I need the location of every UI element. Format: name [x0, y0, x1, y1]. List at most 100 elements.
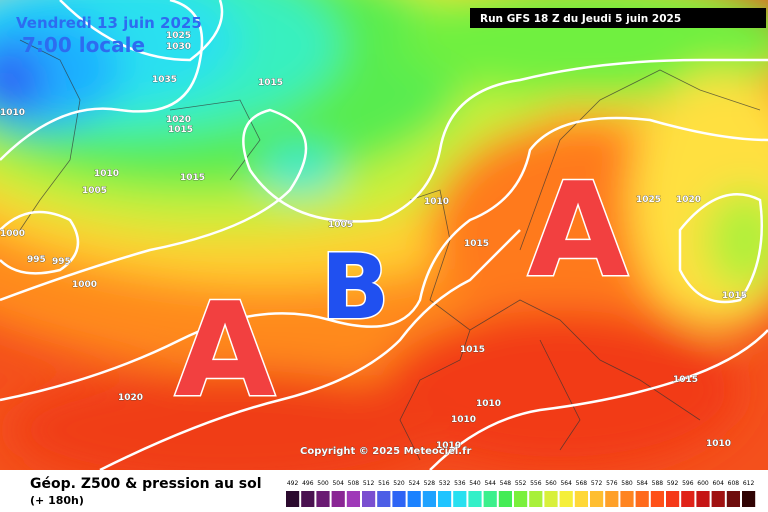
isobar-label: 1015 — [673, 375, 698, 385]
scale-label: 504 — [332, 480, 344, 487]
scale-swatch — [650, 491, 664, 507]
isobar-label: 1020 — [676, 195, 701, 205]
scale-label: 536 — [454, 480, 466, 487]
scale-label: 572 — [591, 480, 603, 487]
isobar-label: 1005 — [82, 186, 107, 196]
scale-label: 500 — [317, 480, 329, 487]
scale-swatch — [559, 491, 573, 507]
scale-label: 516 — [378, 480, 390, 487]
isobar-label: 1010 — [706, 439, 731, 449]
scale-label: 524 — [408, 480, 420, 487]
isobar-label: 1025 — [166, 31, 191, 41]
scale-swatch — [514, 491, 528, 507]
isobar-label: 1010 — [476, 399, 501, 409]
scale-label: 592 — [667, 480, 679, 487]
scale-label: 548 — [500, 480, 512, 487]
scale-swatch — [742, 491, 756, 507]
scale-label: 540 — [469, 480, 481, 487]
scale-label: 596 — [682, 480, 694, 487]
scale-label: 532 — [439, 480, 451, 487]
scale-label: 520 — [393, 480, 405, 487]
isobar-label: 1015 — [722, 291, 747, 301]
scale-swatch — [407, 491, 421, 507]
scale-label: 604 — [712, 480, 724, 487]
scale-label: 580 — [621, 480, 633, 487]
scale-label: 588 — [652, 480, 664, 487]
scale-label: 564 — [560, 480, 572, 487]
isobar-label: 1020 — [118, 393, 143, 403]
pressure-center: A — [528, 154, 629, 306]
scale-swatch — [544, 491, 558, 507]
isobar-label: 1015 — [168, 125, 193, 135]
scale-swatch — [666, 491, 680, 507]
legend-lead: (+ 180h) — [30, 494, 84, 507]
scale-label: 544 — [484, 480, 496, 487]
scale-swatch — [316, 491, 330, 507]
isobar-label: 995 — [52, 257, 71, 267]
isobar-label: 1015 — [180, 173, 205, 183]
scale-swatch — [331, 491, 345, 507]
scale-label: 576 — [606, 480, 618, 487]
scale-swatch — [681, 491, 695, 507]
isobar-label: 1010 — [0, 108, 25, 118]
scale-swatch — [346, 491, 360, 507]
isobar-label: 1020 — [166, 115, 191, 125]
scale-swatch — [635, 491, 649, 507]
scale-swatch — [605, 491, 619, 507]
scale-swatch — [498, 491, 512, 507]
isobar-label: 1010 — [436, 441, 461, 451]
scale-label: 512 — [363, 480, 375, 487]
isobar-label: 1000 — [72, 280, 97, 290]
valid-date: Vendredi 13 juin 2025 — [16, 14, 202, 32]
scale-label: 496 — [302, 480, 314, 487]
isobar-label: 1015 — [464, 239, 489, 249]
scale-label: 556 — [530, 480, 542, 487]
scale-swatch — [468, 491, 482, 507]
scale-label: 528 — [424, 480, 436, 487]
isobar-label: 1030 — [166, 42, 191, 52]
scale-swatch — [590, 491, 604, 507]
scale-swatch — [529, 491, 543, 507]
isobar-label: 1035 — [152, 75, 177, 85]
scale-label: 508 — [348, 480, 360, 487]
scale-swatch — [696, 491, 710, 507]
local-time: 7:00 locale — [22, 33, 145, 57]
isobar-label: 995 — [27, 255, 46, 265]
scale-swatch — [711, 491, 725, 507]
scale-swatch — [377, 491, 391, 507]
pressure-center: B — [321, 235, 390, 340]
isobar-label: 1010 — [94, 169, 119, 179]
scale-label: 600 — [697, 480, 709, 487]
scale-label: 612 — [743, 480, 755, 487]
isobar-label: 1015 — [258, 78, 283, 88]
scale-swatch — [301, 491, 315, 507]
scale-label: 568 — [576, 480, 588, 487]
isobar-label: 1010 — [424, 197, 449, 207]
scale-label: 608 — [728, 480, 740, 487]
isobars — [0, 0, 768, 470]
isobar-label: 1005 — [328, 220, 353, 230]
color-scale: 492 496 500 504 508 512 516 520 524 528 532 536 540 5… — [286, 480, 756, 507]
isobar-label: 1025 — [636, 195, 661, 205]
scale-label: 492 — [287, 480, 299, 487]
scale-swatch — [422, 491, 436, 507]
run-box — [470, 8, 766, 28]
copyright: Copyright © 2025 Meteociel.fr — [300, 446, 471, 457]
scale-swatch — [620, 491, 634, 507]
scale-swatch — [286, 491, 300, 507]
scale-swatch — [362, 491, 376, 507]
isobar-label: 1015 — [460, 345, 485, 355]
scale-swatch — [392, 491, 406, 507]
run-info: Run GFS 18 Z du Jeudi 5 juin 2025 — [480, 13, 681, 25]
scale-swatch — [438, 491, 452, 507]
pressure-center: A — [175, 274, 276, 426]
scale-swatch — [453, 491, 467, 507]
scale-label: 560 — [545, 480, 557, 487]
legend-title: Géop. Z500 & pression au sol — [30, 476, 262, 492]
isobar-label: 1000 — [0, 229, 25, 239]
